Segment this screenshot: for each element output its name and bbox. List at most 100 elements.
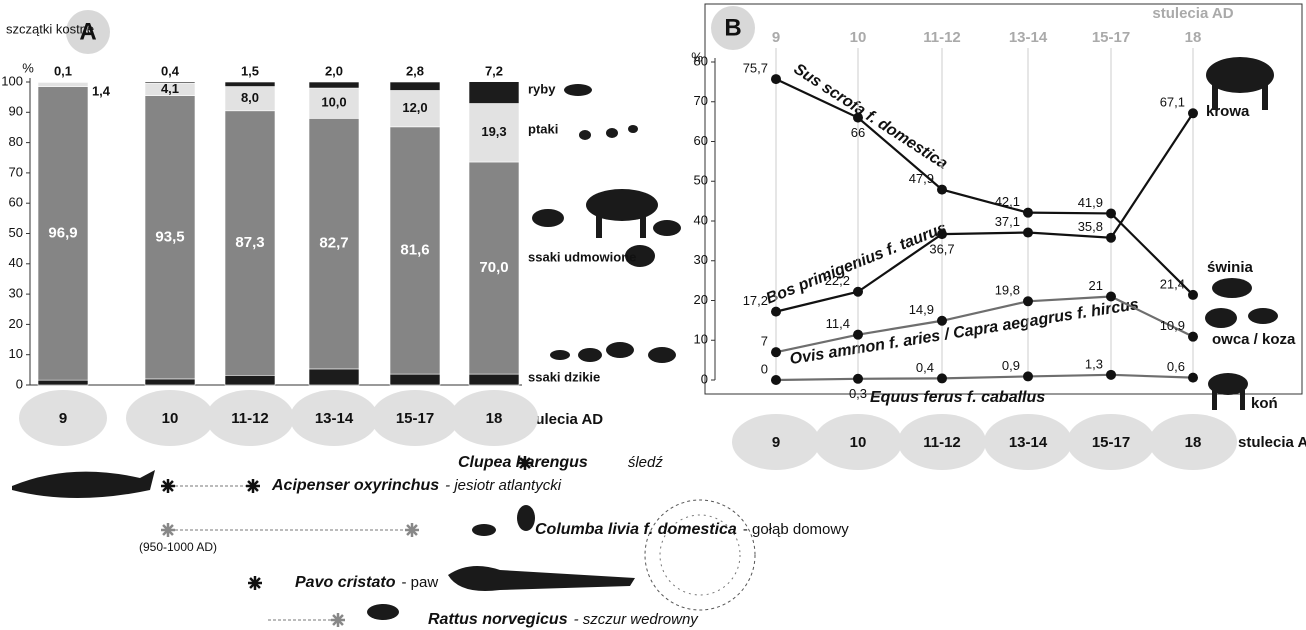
point: [937, 229, 947, 240]
end-label: świnia: [1207, 259, 1254, 276]
value-label: 1,3: [1085, 356, 1103, 371]
y-axis-label: %: [691, 49, 703, 64]
value-label: 12,0: [402, 100, 427, 115]
legend-label: ptaki: [528, 121, 558, 136]
end-label: owca / koza: [1212, 331, 1296, 348]
category-ellipse: [814, 414, 902, 470]
x-tick-label-top: 15-17: [1092, 29, 1130, 46]
bar-segment: [37, 379, 89, 386]
value-label: 75,7: [743, 61, 768, 76]
category-ellipse: [984, 414, 1072, 470]
value-label: 19,8: [995, 283, 1020, 298]
y-tick-label: 40: [9, 255, 23, 270]
species-common: - jesiotr atlantycki: [445, 477, 562, 494]
y-tick-label: 70: [9, 164, 23, 179]
x-tick-label: 11-12: [231, 410, 269, 427]
value-label: 17,2: [743, 293, 768, 308]
species-latin: Columba livia f. domestica: [535, 521, 737, 538]
point: [1106, 208, 1116, 219]
bar-segment: [37, 86, 89, 381]
value-label: 70,0: [479, 259, 508, 276]
bar-segment: [144, 378, 196, 386]
legend-label: ssaki dzikie: [528, 369, 600, 384]
value-label: 93,5: [155, 228, 184, 245]
point: [853, 329, 863, 340]
series-line: [775, 78, 1194, 296]
x-axis-label-top: stulecia AD: [1152, 5, 1233, 22]
bar-segment: [389, 373, 441, 386]
value-label: 0,1: [54, 63, 72, 78]
x-tick-label-top: 9: [772, 29, 780, 46]
species-latin: Rattus norvegicus: [428, 611, 568, 628]
point: [1023, 227, 1033, 238]
y-tick-label: 50: [694, 173, 708, 188]
category-ellipse: [371, 390, 459, 446]
asterisk: [332, 614, 344, 626]
point: [771, 74, 781, 85]
y-tick-label: 60: [9, 195, 23, 210]
bar-segment: [389, 126, 441, 375]
silhouettes: [12, 57, 1278, 620]
x-tick-label: 13-14: [1009, 434, 1048, 451]
y-tick-label: 20: [694, 292, 708, 307]
value-label: 81,6: [400, 241, 429, 258]
y-axis-label: %: [22, 60, 34, 75]
bar-segment: [389, 81, 441, 91]
y-tick-label: 40: [694, 212, 708, 227]
legend-label: ryby: [528, 81, 556, 96]
panel-letter: A: [79, 18, 96, 45]
end-label: koń: [1251, 395, 1278, 412]
category-ellipse: [898, 414, 986, 470]
value-label: 11,4: [826, 316, 850, 331]
species-latin: Clupea harengus: [458, 454, 588, 471]
value-label: 22,2: [825, 273, 850, 288]
point: [937, 315, 947, 326]
bar-segment: [308, 368, 360, 386]
bar-segment: [308, 81, 360, 89]
point: [771, 347, 781, 358]
value-label: 0,4: [161, 63, 180, 78]
species-latin: Pavo cristato: [295, 574, 396, 591]
point: [1188, 372, 1198, 383]
value-label: 2,0: [325, 63, 343, 78]
value-label: 1,4: [92, 84, 111, 99]
value-label: 4,1: [161, 81, 179, 96]
panel-badge: [711, 6, 755, 50]
bar-segment: [468, 103, 520, 163]
species-latin: Acipenser oxyrinchus: [271, 477, 439, 494]
value-label: 41,9: [1078, 195, 1103, 210]
x-tick-label-top: 11-12: [923, 29, 961, 46]
point: [853, 373, 863, 384]
bar-segment: [389, 90, 441, 128]
value-label: 0: [761, 361, 768, 376]
x-tick-label: 18: [1185, 434, 1202, 451]
series-line: [775, 295, 1194, 354]
category-ellipse: [1149, 414, 1237, 470]
species-common: śledź: [628, 454, 664, 471]
value-label: 47,9: [909, 171, 934, 186]
category-ellipse: [19, 390, 107, 446]
asterisk: [162, 480, 174, 492]
value-label: 67,1: [1160, 95, 1185, 110]
legend-label: ssaki udmowione: [528, 249, 636, 264]
bar-segment: [144, 95, 196, 380]
bar-segment: [308, 118, 360, 370]
y-tick-label: 0: [16, 376, 23, 391]
series-line: [775, 112, 1194, 313]
point: [1188, 331, 1198, 342]
point: [1106, 291, 1116, 302]
category-ellipse: [290, 390, 378, 446]
y-tick-label: 60: [694, 133, 708, 148]
category-ellipse: [126, 390, 214, 446]
value-label: 2,8: [406, 63, 424, 78]
x-tick-label-top: 10: [850, 29, 867, 46]
value-label: 19,3: [481, 124, 506, 139]
x-axis-label: stulecia AD: [522, 411, 603, 428]
x-tick-label: 10: [850, 434, 867, 451]
value-label: 1,5: [241, 63, 259, 78]
x-tick-label: 11-12: [923, 434, 961, 451]
bar-segment: [37, 82, 89, 87]
point: [1188, 108, 1198, 119]
y-tick-label: 0: [701, 371, 708, 386]
